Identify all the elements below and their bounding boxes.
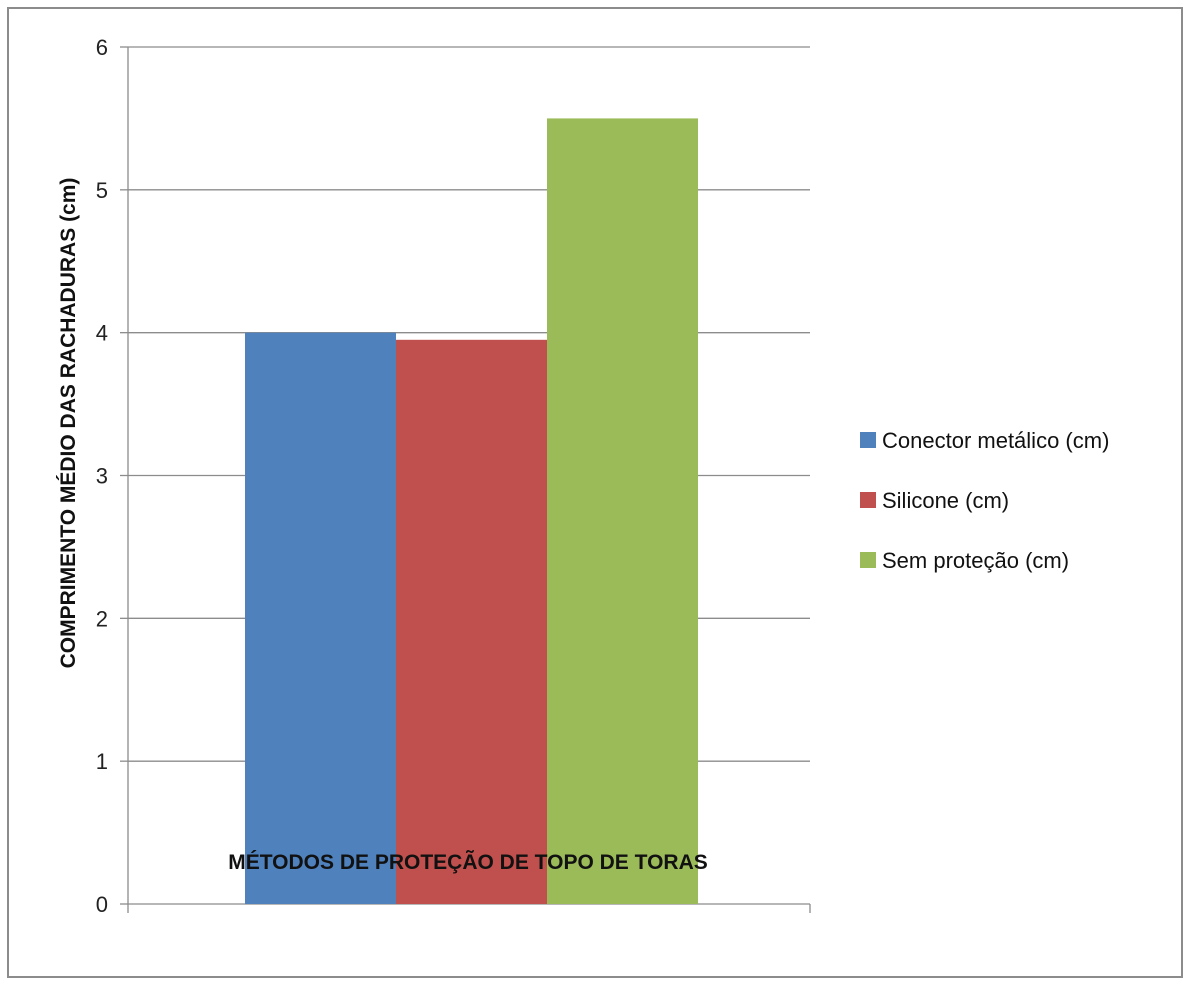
bars <box>245 118 698 905</box>
y-tick-label: 1 <box>96 749 108 774</box>
y-tick-label: 3 <box>96 464 108 489</box>
legend-label: Silicone (cm) <box>882 488 1009 513</box>
legend: Conector metálico (cm) Silicone (cm) Sem p… <box>860 428 1109 573</box>
y-tick-label: 2 <box>96 606 108 631</box>
bar <box>245 332 396 905</box>
legend-label: Sem proteção (cm) <box>882 548 1069 573</box>
y-axis-title: COMPRIMENTO MÉDIO DAS RACHADURAS (cm) <box>57 178 80 669</box>
y-tick-label: 6 <box>96 35 108 60</box>
legend-label: Conector metálico (cm) <box>882 428 1109 453</box>
bar <box>547 118 698 904</box>
legend-swatch <box>860 492 876 508</box>
legend-swatch <box>860 432 876 448</box>
x-axis-title: MÉTODOS DE PROTEÇÃO DE TOPO DE TORAS <box>228 851 708 874</box>
y-tick-label: 4 <box>96 321 108 346</box>
bar <box>396 339 547 904</box>
y-tick-labels: 0 1 2 3 4 5 6 <box>96 35 108 917</box>
y-tick-label: 5 <box>96 178 108 203</box>
y-tick-label: 0 <box>96 892 108 917</box>
legend-swatch <box>860 552 876 568</box>
